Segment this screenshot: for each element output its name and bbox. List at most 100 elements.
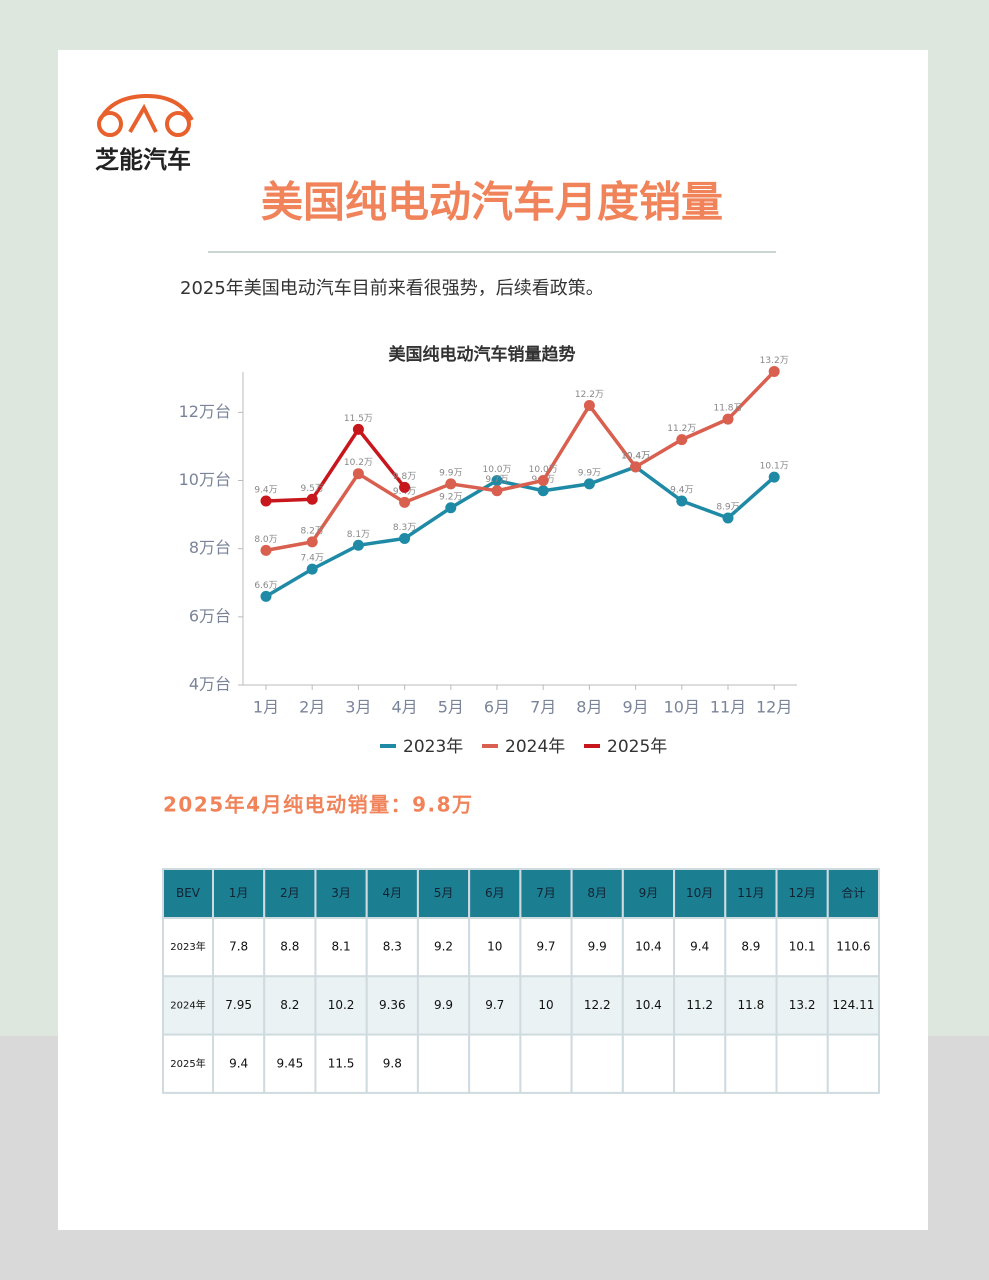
intro: 2025年美国电动汽车目前来看很强势，后续看政策。 xyxy=(180,278,604,299)
section-heading: 2025年4月纯电动销量：9.8万 xyxy=(163,793,474,817)
data-label: 11.8万 xyxy=(713,404,742,414)
table-cell xyxy=(263,917,317,978)
point xyxy=(306,493,318,505)
table-cell xyxy=(162,975,214,1036)
cell-text: 12.2 xyxy=(584,998,611,1012)
point xyxy=(352,468,364,480)
point xyxy=(260,590,272,602)
cell-text: 9.9 xyxy=(434,998,453,1012)
chart-title: 美国纯电动汽车销量趋势 xyxy=(389,344,576,365)
point xyxy=(630,461,642,473)
point xyxy=(352,423,364,435)
data-label: 9.9万 xyxy=(578,468,601,478)
cell-text: 9.4 xyxy=(229,1056,248,1070)
table-cell xyxy=(314,975,368,1036)
table-cell xyxy=(416,917,471,978)
point xyxy=(583,478,595,490)
table-cell xyxy=(673,917,727,978)
header-text: 合计 xyxy=(841,885,865,900)
header-text: 9月 xyxy=(639,886,659,900)
table-cell xyxy=(519,1033,573,1094)
table-cell xyxy=(570,1033,624,1094)
header-text: BEV xyxy=(176,886,201,900)
header-text: 3月 xyxy=(331,886,351,900)
header-text: 8月 xyxy=(587,886,607,900)
cell-text: 10.4 xyxy=(635,998,662,1012)
header-text: 4月 xyxy=(382,886,402,900)
header-text: 11月 xyxy=(737,886,764,900)
header-text: 12月 xyxy=(789,886,816,900)
data-label: 13.2万 xyxy=(760,356,789,366)
point xyxy=(491,485,503,497)
table-cell xyxy=(365,917,419,978)
table-cell xyxy=(775,1033,829,1094)
cell-text: 9.4 xyxy=(690,940,709,954)
header-cell xyxy=(775,868,829,919)
cell-text: 9.36 xyxy=(379,998,406,1012)
point xyxy=(306,536,318,548)
point xyxy=(399,481,411,493)
cell-text: 2025年 xyxy=(170,1057,205,1070)
cell-text: 7.95 xyxy=(225,998,252,1012)
cell-text: 8.9 xyxy=(741,940,760,954)
point xyxy=(768,471,780,483)
x-tick-label: 4月 xyxy=(392,698,418,717)
x-tick-label: 5月 xyxy=(438,698,464,717)
table-cell xyxy=(826,1033,880,1094)
data-label: 9.5万 xyxy=(301,484,324,494)
data-label: 8.0万 xyxy=(254,535,277,545)
cell-text: 11.8 xyxy=(738,998,765,1012)
x-tick-label: 9月 xyxy=(623,698,649,717)
data-label: 8.9万 xyxy=(716,502,739,512)
x-tick-label: 1月 xyxy=(253,698,279,717)
x-tick-label: 6月 xyxy=(484,698,510,717)
x-tick-label: 8月 xyxy=(576,698,602,717)
cell-text: 7.8 xyxy=(229,940,248,954)
table-cell xyxy=(263,1033,317,1094)
cell-text: 8.8 xyxy=(280,940,299,954)
table-cell xyxy=(724,1033,778,1094)
data-label: 8.1万 xyxy=(347,530,370,540)
point xyxy=(768,365,780,377)
cell-text: 2023年 xyxy=(170,940,205,953)
data-label: 10.0万 xyxy=(482,465,511,475)
data-label: 10.4万 xyxy=(621,451,650,461)
legend-label: 2025年 xyxy=(607,737,667,757)
cell-text: 124.11 xyxy=(832,998,874,1012)
cell-text: 13.2 xyxy=(789,998,816,1012)
point xyxy=(537,475,549,487)
cell-text: 11.5 xyxy=(328,1056,355,1070)
point xyxy=(260,495,272,507)
header-text: 5月 xyxy=(434,886,454,900)
series-line xyxy=(265,426,406,503)
point xyxy=(491,475,503,487)
header-cell xyxy=(724,868,778,919)
table-cell xyxy=(724,975,778,1036)
table-cell xyxy=(416,1033,471,1094)
cell-text: 10.1 xyxy=(789,940,816,954)
header-text: 1月 xyxy=(229,886,249,900)
cell-text: 10 xyxy=(538,998,553,1012)
cell-text: 9.45 xyxy=(276,1056,303,1070)
x-tick-label: 12月 xyxy=(756,698,792,717)
table-cell xyxy=(621,1033,676,1094)
cell-text: 9.7 xyxy=(536,940,555,954)
point xyxy=(583,400,595,412)
header-text: 10月 xyxy=(686,886,713,900)
x-tick-label: 3月 xyxy=(345,698,371,717)
cell-text: 9.8 xyxy=(383,1056,402,1070)
cell-text: 8.1 xyxy=(332,940,351,954)
data-label: 9.7万 xyxy=(485,475,508,485)
table-cell xyxy=(212,1033,266,1094)
cell-text: 8.2 xyxy=(280,998,299,1012)
legend-label: 2024年 xyxy=(505,737,565,757)
cell-text: 10 xyxy=(487,940,502,954)
point xyxy=(445,502,457,514)
point xyxy=(722,512,734,524)
data-label: 8.2万 xyxy=(301,526,324,536)
point xyxy=(306,563,318,575)
table-cell xyxy=(519,975,573,1036)
cell-text: 10.2 xyxy=(328,998,355,1012)
cell-text: 11.2 xyxy=(686,998,713,1012)
